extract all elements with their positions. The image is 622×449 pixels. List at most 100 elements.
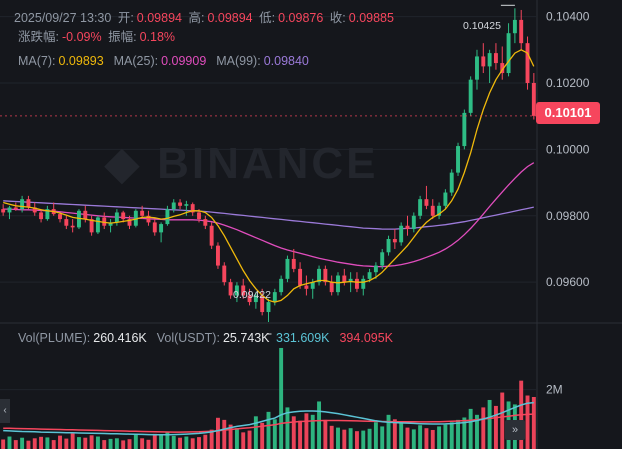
volume-bar [197,437,201,449]
volume-bar [462,417,467,449]
candle-body [487,53,492,67]
volume-bar [203,434,208,449]
volume-bar [114,438,119,449]
candle-body [247,295,252,303]
volume-bar [260,422,265,449]
candle-body [171,202,176,210]
candle-body [209,225,214,246]
amplitude-label: 振幅: [108,30,137,44]
volume-bar [83,437,88,449]
candle-body [411,215,416,230]
candle-body [260,295,265,313]
volume-bar [45,437,50,449]
volume-bar [152,433,157,449]
candle-body [367,272,372,279]
candle-body [140,210,145,216]
volume-bar [367,428,372,449]
watermark: ◆ BINANCE [104,139,379,188]
candle-body [241,285,246,296]
candle-body [272,292,277,303]
volume-bar [304,413,309,449]
volume-bar [272,419,277,449]
candle-body [64,219,69,226]
volume-bar [140,438,145,449]
volume-bar [329,425,334,449]
candle-body [456,146,460,173]
change-header: 涨跌幅: -0.09% 振幅: 0.18% [18,26,178,45]
candle-body [386,239,391,253]
volume-bar [291,416,296,449]
vol-plume-value: 260.416K [93,331,147,345]
candle-body [32,207,37,213]
volume-bar [310,414,315,449]
ma25-line [3,162,535,268]
y-tick-label: 0.09600 [546,275,590,289]
candle-body [159,224,164,233]
candle-body [253,295,258,303]
scroll-left-icon[interactable]: ‹ [0,399,10,423]
volume-bar [475,414,479,449]
candle-body [437,205,442,216]
candle-body [323,268,328,283]
volume-bar [354,431,359,449]
candle-body [228,282,233,296]
high-value: 0.09894 [207,11,253,25]
candle-body [222,265,227,283]
volume-bar [481,407,486,449]
volume-header: Vol(PLUME): 260.416K Vol(USDT): 25.743K 33… [18,331,396,345]
ma99-value: 0.09840 [263,54,309,68]
volume-bar [456,419,460,449]
candle-body [291,258,296,269]
volume-bar [58,435,62,449]
candle-body [430,205,435,216]
volume-bar [285,407,290,449]
volume-bar [342,429,347,449]
volume-bar [39,436,44,449]
volume-bar [222,419,227,449]
volume-bar [399,423,404,449]
candle-body [89,219,94,233]
candle-body [531,82,536,116]
candle-body [70,225,75,228]
low-value: 0.09876 [278,11,324,25]
ma99-label: MA(99): [216,54,261,68]
y-tick-label: 0.10000 [546,142,590,156]
volume-bar [127,439,132,449]
volume-bar [348,428,353,449]
volume-bar [70,433,75,449]
candle-body [266,302,271,313]
candle-body [133,210,138,226]
volume-bar [184,436,189,449]
volume-bar [253,416,258,449]
volume-ma-b-line [3,413,534,433]
volume-bar [468,408,473,449]
candle-body [108,222,113,226]
change-label: 涨跌幅: [18,30,59,44]
scroll-to-latest-icon[interactable]: » [505,420,525,440]
volume-bar [411,429,416,449]
volume-bar [298,420,303,449]
volume-bar [216,417,220,449]
vol-ma-a-value: 331.609K [276,331,330,345]
volume-bar [373,422,378,449]
candle-body [114,212,119,223]
candle-body [373,265,378,273]
volume-bar [13,440,18,449]
volume-bar [121,440,126,449]
volume-bar [247,430,252,449]
volume-bar [418,425,423,449]
open-label: 开: [117,11,134,25]
volume-bar [32,438,37,449]
candle-body [310,282,315,289]
volume-bar [487,399,492,449]
candle-body [468,79,473,113]
candle-body [361,278,366,289]
candle-body [380,252,385,266]
volume-bar [234,428,239,449]
candle-body [7,207,12,213]
volume-bar [108,438,113,449]
volume-bar [178,437,183,449]
volume-bar [386,414,391,449]
volume-bar [525,395,530,449]
